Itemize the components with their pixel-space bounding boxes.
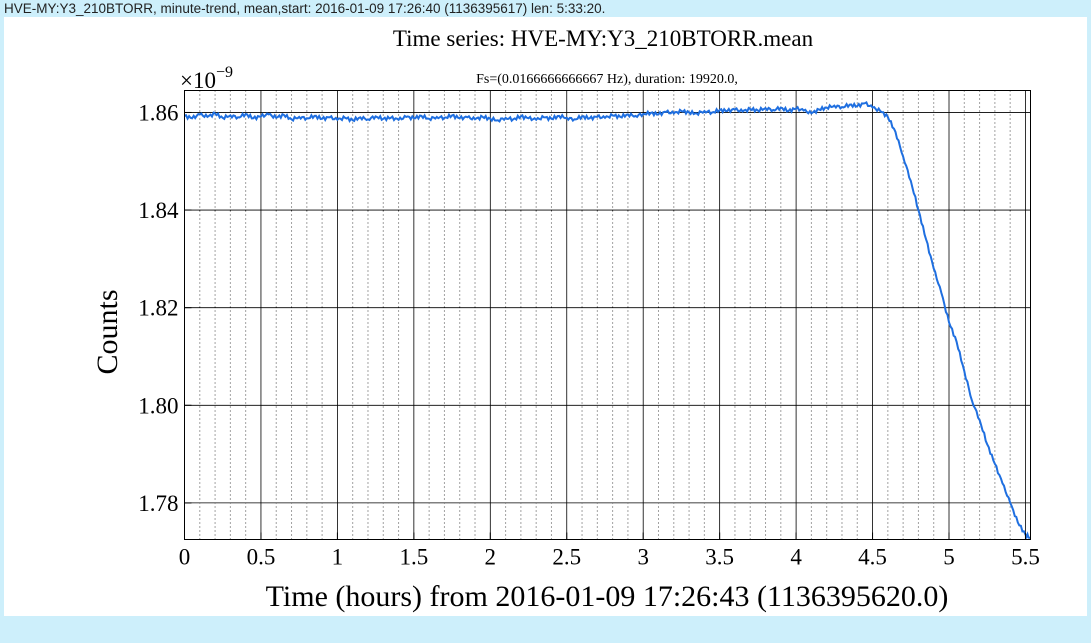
grid-layer [184,90,1031,540]
x-tick-label: 0.5 [247,545,276,570]
x-tick-label: 5.5 [1011,545,1040,570]
window-title: HVE-MY:Y3_210BTORR, minute-trend, mean,s… [4,1,606,16]
series-line [184,101,1031,540]
y-tick-label: 1.84 [138,198,179,223]
x-tick-label: 4 [790,545,802,570]
x-tick-label: 3.5 [705,545,734,570]
x-tick-label: 3 [637,545,649,570]
y-tick-label: 1.82 [138,296,178,321]
plot-area-border [184,90,1031,540]
y-multiplier-exponent: −9 [216,64,233,81]
y-axis-label: Counts [91,289,124,374]
x-tick-label: 5 [943,545,955,570]
x-tick-label: 0 [179,545,191,570]
x-tick-label: 2.5 [552,545,581,570]
series-layer [184,101,1031,540]
y-tick-label: 1.78 [138,491,178,516]
y-multiplier-base: ×10 [180,68,216,93]
time-series-chart: Time series: HVE-MY:Y3_210BTORR.mean Fs=… [91,26,1040,613]
x-axis-label: Time (hours) from 2016-01-09 17:26:43 (1… [266,580,949,613]
x-tick-label: 2 [485,545,497,570]
chart-title: Time series: HVE-MY:Y3_210BTORR.mean [393,26,814,51]
y-multiplier: ×10−9 [180,64,233,93]
svg-text:×10−9: ×10−9 [180,64,233,93]
x-tick-label: 1.5 [399,545,428,570]
y-tick-label: 1.86 [138,100,178,125]
ticks-layer: 0 0.5 1 1.5 2 2.5 3 3.5 4 4.5 5 5.5 1.78 1.80 1.82 1.84… [138,100,1040,569]
x-tick-label: 1 [332,545,344,570]
chart-subtitle: Fs=(0.0166666666667 Hz), duration: 19920… [476,72,738,87]
y-tick-label: 1.80 [138,393,178,418]
x-tick-label: 4.5 [858,545,887,570]
plot-frame: Time series: HVE-MY:Y3_210BTORR.mean Fs=… [4,17,1087,616]
